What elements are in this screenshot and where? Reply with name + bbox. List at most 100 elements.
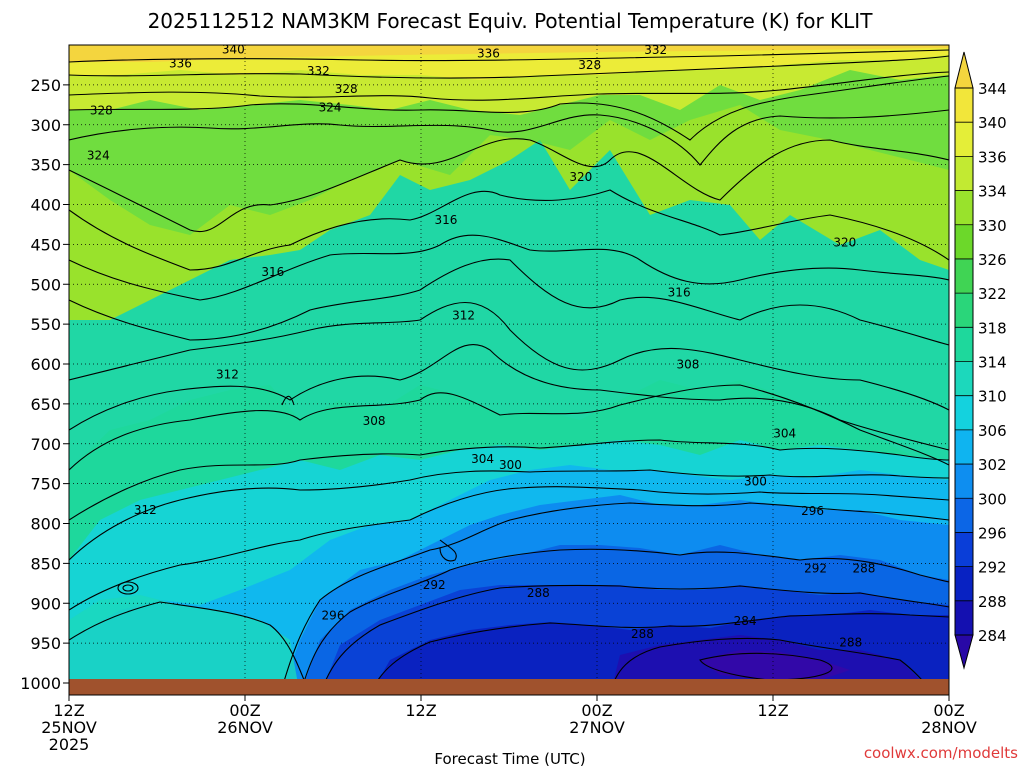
- x-tick-label-line1: 00Z: [229, 701, 260, 720]
- y-tick-label: 650: [30, 395, 61, 414]
- contour-label: 308: [363, 414, 386, 428]
- colorbar-swatch: [955, 156, 973, 191]
- contour-label: 284: [734, 614, 757, 628]
- y-tick-label: 850: [30, 554, 61, 573]
- band-344: [69, 45, 949, 62]
- colorbar-swatch: [955, 361, 973, 396]
- colorbar-label: 306: [978, 422, 1007, 440]
- y-tick-label: 900: [30, 594, 61, 613]
- colorbar-swatch: [955, 258, 973, 294]
- x-tick-label-line1: 00Z: [933, 701, 964, 720]
- colorbar-label: 314: [978, 354, 1007, 372]
- y-tick-label: 1000: [20, 674, 61, 693]
- band-310-lower: [69, 595, 300, 695]
- contour-lines: [69, 49, 949, 695]
- plot-frame: [68, 44, 950, 696]
- y-tick-label: 300: [30, 116, 61, 135]
- contour-label: 292: [423, 578, 446, 592]
- colorbar-swatch: [955, 498, 973, 533]
- y-tick-label: 750: [30, 475, 61, 494]
- colorbar-swatch: [955, 190, 973, 225]
- grid-lines: [69, 45, 949, 695]
- colorbar-label: 292: [978, 559, 1007, 577]
- colorbar-label: 326: [978, 251, 1007, 269]
- contour-label: 300: [499, 458, 522, 472]
- contour-label: 296: [322, 609, 345, 623]
- contour-label: 336: [477, 46, 500, 60]
- contour-label: 324: [319, 101, 342, 115]
- contour-label: 308: [676, 357, 699, 371]
- colorbar-label: 336: [978, 148, 1007, 166]
- colorbar-label: 340: [978, 114, 1007, 132]
- x-tick-label-line1: 00Z: [581, 701, 612, 720]
- x-tick-label-line3: 2025: [49, 735, 90, 754]
- band-284b: [700, 650, 850, 680]
- colorbar-label: 284: [978, 627, 1007, 645]
- x-tick-label-line1: 12Z: [757, 701, 788, 720]
- chart-title: 2025112512 NAM3KM Forecast Equiv. Potent…: [148, 9, 874, 33]
- contour-label: 340: [222, 42, 245, 56]
- colorbar-label: 296: [978, 524, 1007, 542]
- contour-label: 336: [169, 57, 192, 71]
- contour-labels: 340 336 336 332 328 332 328 328 324 324 320 316 320 3…: [87, 42, 876, 650]
- contour-label: 316: [434, 213, 457, 227]
- colorbar-swatch: [955, 224, 973, 259]
- colorbar-label: 344: [978, 80, 1007, 98]
- x-tick-label-line2: 25NOV: [41, 718, 97, 737]
- contour-label: 288: [527, 586, 550, 600]
- contour-label: 304: [471, 452, 494, 466]
- contour-label: 304: [773, 427, 796, 441]
- y-tick-label: 600: [30, 355, 61, 374]
- colorbar-label: 300: [978, 490, 1007, 508]
- y-tick-label: 700: [30, 435, 61, 454]
- contour-label: 320: [569, 170, 592, 184]
- contour-label: 328: [90, 104, 113, 118]
- x-tick-label-line1: 12Z: [405, 701, 436, 720]
- colorbar-label: 288: [978, 593, 1007, 611]
- colorbar-swatch: [955, 122, 973, 157]
- contour-label: 316: [261, 265, 284, 279]
- credit-text: coolwx.com/modelts: [864, 744, 1018, 762]
- contour-label: 296: [801, 504, 824, 518]
- y-tick-label: 500: [30, 275, 61, 294]
- colorbar-swatch: [955, 532, 973, 567]
- y-tick-label: 550: [30, 315, 61, 334]
- contour-label: 300: [744, 475, 767, 489]
- y-tick-label: 400: [30, 196, 61, 215]
- x-tick-label-line2: 28NOV: [921, 718, 977, 737]
- colorbar-label: 322: [978, 285, 1007, 303]
- y-tick-label: 250: [30, 76, 61, 95]
- y-tick-label: 450: [30, 235, 61, 254]
- contour-label: 324: [87, 148, 110, 162]
- colorbar-label: 334: [978, 183, 1007, 201]
- y-tick-label: 950: [30, 634, 61, 653]
- contour-label: 328: [335, 82, 358, 96]
- contour-label: 316: [668, 286, 691, 300]
- y-tick-label: 800: [30, 515, 61, 534]
- contour-label: 292: [804, 561, 827, 575]
- colorbar-swatch: [955, 464, 973, 499]
- contour-label: 312: [134, 503, 157, 517]
- colorbar-top-arrow: [954, 51, 974, 89]
- colorbar: 344 340 336 334 330 326 322 318 314 310 306 302 300 2…: [954, 51, 1007, 670]
- colorbar-swatch: [955, 327, 973, 362]
- colorbar-label: 310: [978, 388, 1007, 406]
- x-tick-label-line2: 27NOV: [569, 718, 625, 737]
- y-axis: 250 300 350 400 450 500 550 600 650 700 750 800 850 9…: [20, 76, 69, 693]
- colorbar-swatch: [955, 429, 973, 465]
- y-tick-label: 350: [30, 156, 61, 175]
- x-tick-label-line1: 12Z: [53, 701, 84, 720]
- x-tick-label-line2: 26NOV: [217, 718, 273, 737]
- contour-label: 288: [631, 627, 654, 641]
- contour-label: 288: [839, 636, 862, 650]
- colorbar-swatch: [955, 395, 973, 430]
- colorbar-swatch: [955, 566, 973, 601]
- contour-label: 288: [852, 561, 875, 575]
- colorbar-swatch: [955, 600, 973, 635]
- colorbar-bottom-arrow: [954, 634, 974, 670]
- x-axis-label: Forecast Time (UTC): [434, 750, 585, 768]
- contour-label: 312: [216, 368, 239, 382]
- plot-area: [69, 45, 949, 695]
- contour-label: 332: [307, 64, 330, 78]
